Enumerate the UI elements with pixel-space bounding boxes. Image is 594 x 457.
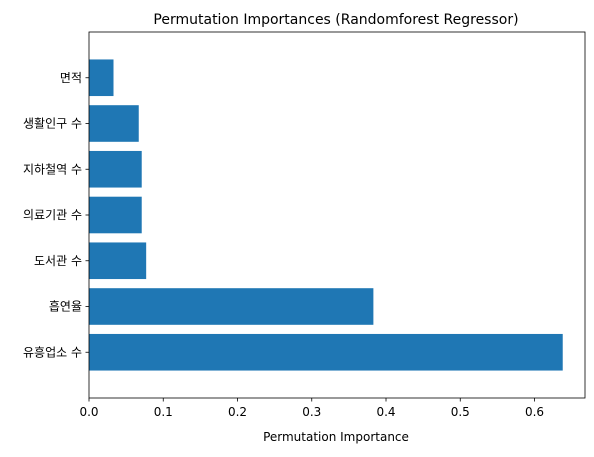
y-tick-label: 도서관 수 — [34, 254, 82, 268]
bar — [89, 242, 146, 279]
bar — [89, 151, 142, 188]
x-tick-label: 0.0 — [79, 405, 98, 419]
x-axis: 0.0 0.1 0.2 0.3 0.4 0.5 0.6 — [79, 398, 544, 419]
chart-title: Permutation Importances (Randomforest Re… — [153, 12, 518, 28]
bar — [89, 334, 563, 371]
y-tick-label: 생활인구 수 — [23, 117, 82, 131]
bar — [89, 59, 114, 96]
y-tick-label: 의료기관 수 — [23, 208, 82, 222]
x-tick-label: 0.1 — [154, 405, 173, 419]
x-tick-label: 0.6 — [525, 405, 544, 419]
bars-group — [89, 59, 563, 370]
x-axis-label: Permutation Importance — [263, 430, 409, 444]
x-tick-label: 0.5 — [451, 405, 470, 419]
y-tick-label: 면적 — [60, 71, 82, 85]
x-tick-label: 0.3 — [302, 405, 321, 419]
y-tick-label: 흡연율 — [49, 300, 82, 314]
x-tick-label: 0.4 — [376, 405, 395, 419]
bar — [89, 197, 142, 234]
x-tick-label: 0.2 — [228, 405, 247, 419]
y-tick-label: 지하철역 수 — [23, 162, 82, 176]
y-tick-label: 유흥업소 수 — [23, 345, 82, 359]
bar — [89, 288, 373, 325]
bar — [89, 105, 139, 142]
y-axis: 유흥업소 수 흡연율 도서관 수 의료기관 수 지하철역 수 생활인구 수 면적 — [23, 71, 89, 360]
